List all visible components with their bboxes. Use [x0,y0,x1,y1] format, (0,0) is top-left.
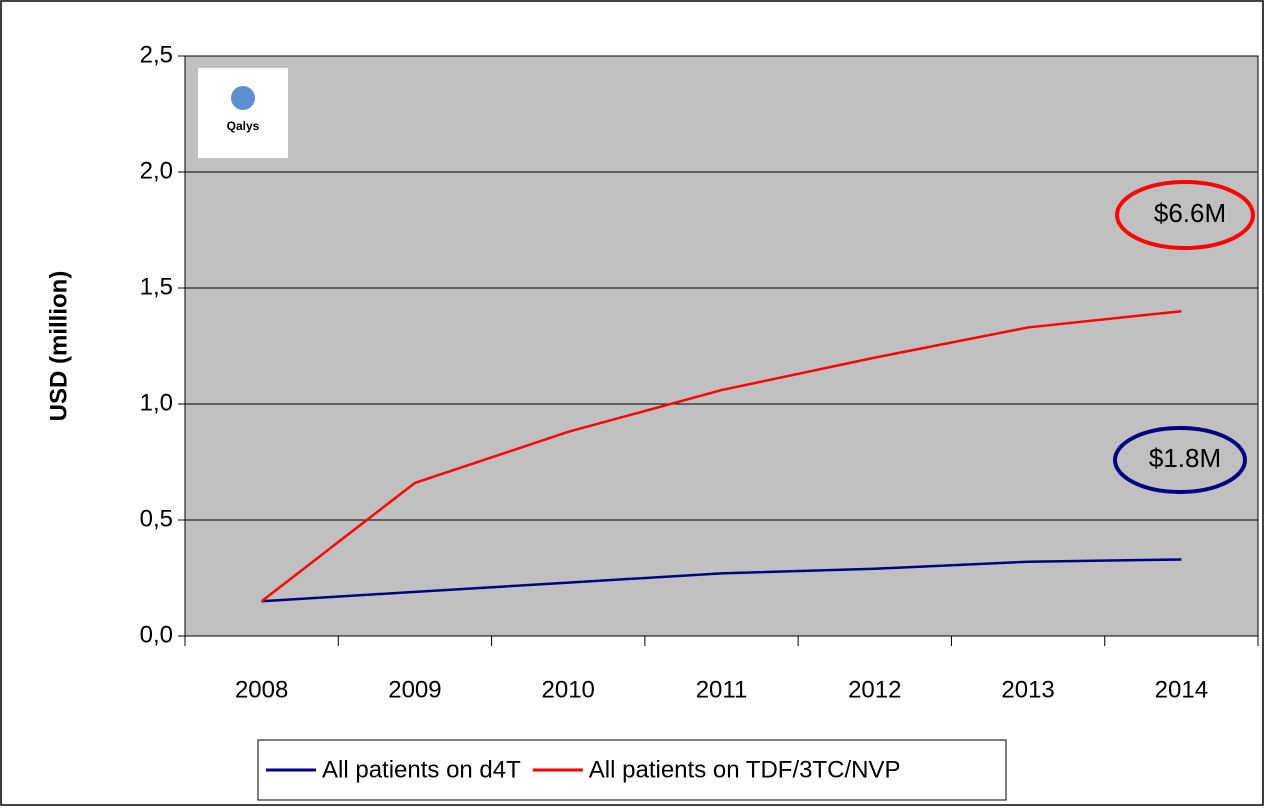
y-tick-label: 0,5 [140,505,173,532]
logo-text: Qalys [227,119,260,133]
y-tick-label: 2,0 [140,157,173,184]
x-tick-label: 2013 [1001,676,1054,703]
x-tick-label: 2010 [542,676,595,703]
annotation: $1.8M [1149,443,1221,473]
x-tick-label: 2012 [848,676,901,703]
logo-box [198,68,288,158]
y-tick-label: 1,5 [140,273,173,300]
legend-label: All patients on d4T [322,756,521,783]
annotation: $6.6M [1154,198,1226,228]
annotation-ellipse [1113,426,1247,494]
y-tick-label: 1,0 [140,389,173,416]
annotation-ellipse [1115,180,1255,250]
series-line [261,558,1182,603]
legend-box [257,739,1007,801]
y-tick-label: 2,5 [140,41,173,68]
series-line [260,309,1182,603]
logo-icon [231,86,255,110]
plot-area [184,55,1259,637]
x-tick-label: 2011 [696,676,748,703]
y-axis-label: USD (million) [45,271,72,422]
y-tick-label: 0,0 [140,621,173,648]
x-tick-label: 2009 [388,676,441,703]
x-tick-label: 2008 [235,676,288,703]
legend-label: All patients on TDF/3TC/NVP [589,756,901,783]
x-tick-label: 2014 [1155,676,1208,703]
